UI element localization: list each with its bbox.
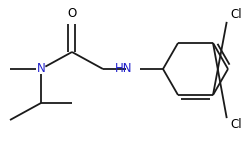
Text: HN: HN [114, 62, 132, 75]
Text: Cl: Cl [229, 119, 241, 131]
Text: O: O [67, 7, 76, 20]
Text: Cl: Cl [229, 9, 241, 22]
Text: N: N [37, 62, 45, 75]
